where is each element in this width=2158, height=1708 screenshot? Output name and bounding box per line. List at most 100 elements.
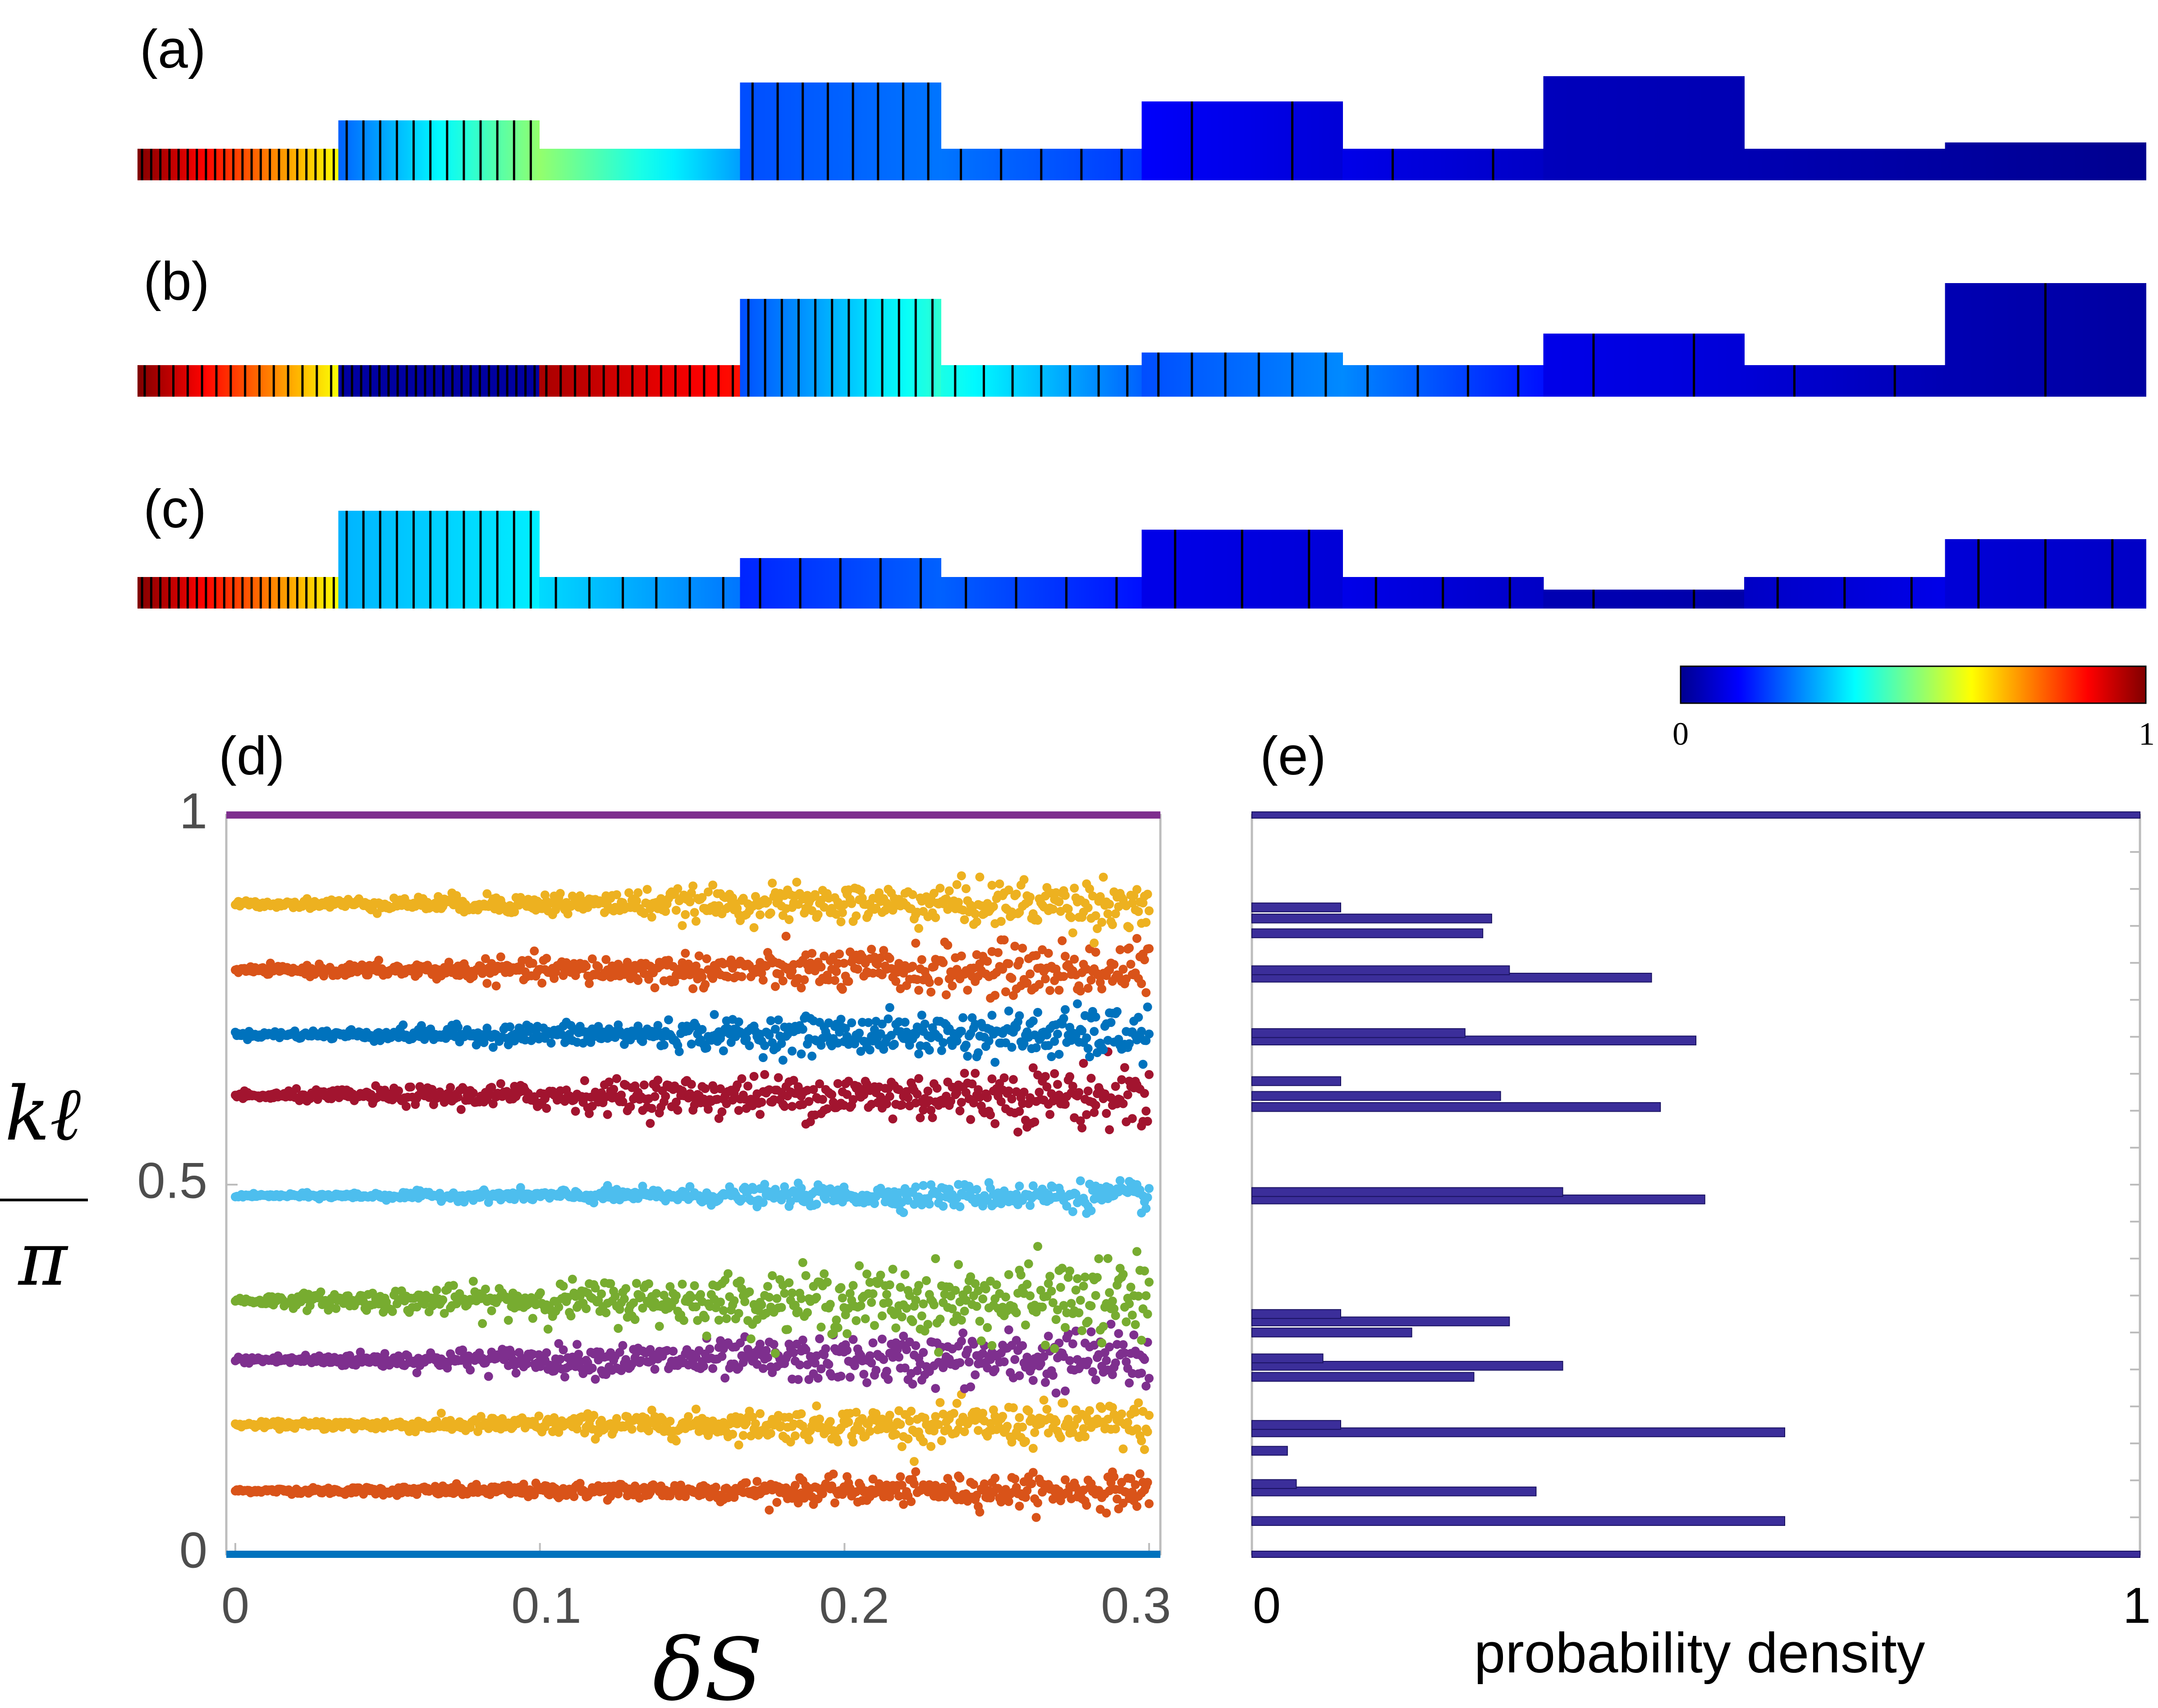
scatter-point <box>899 1208 908 1218</box>
scatter-point <box>1027 1479 1036 1488</box>
scatter-point <box>1102 1109 1111 1118</box>
scatter-point <box>921 1276 931 1285</box>
scatter-point <box>885 1003 894 1012</box>
scatter-point <box>575 1479 585 1488</box>
scatter-point <box>972 1302 981 1311</box>
scatter-point <box>619 1294 629 1304</box>
scatter-point <box>778 1055 788 1065</box>
scatter-point <box>992 1280 1001 1290</box>
scatter-point <box>1076 1176 1085 1186</box>
geometry-segment <box>137 365 339 397</box>
geometry-segment <box>1141 101 1343 180</box>
scatter-point <box>999 1073 1009 1082</box>
scatter-point <box>646 1119 655 1128</box>
scatter-point <box>646 1345 655 1354</box>
scatter-point <box>1038 1302 1047 1312</box>
scatter-point <box>1015 1011 1024 1021</box>
scatter-point <box>1132 1247 1141 1256</box>
scatter-point <box>1105 1288 1114 1297</box>
scatter-point <box>929 1300 939 1310</box>
scatter-point <box>758 1053 768 1062</box>
scatter-point <box>699 1361 708 1371</box>
scatter-point <box>885 1092 894 1101</box>
scatter-point <box>491 981 501 991</box>
scatter-point <box>1077 1326 1087 1335</box>
scatter-point <box>987 1341 997 1350</box>
scatter-point <box>758 1364 768 1373</box>
scatter-point <box>1021 1437 1030 1446</box>
scatter-point <box>1012 1308 1021 1318</box>
scatter-point <box>929 1426 939 1436</box>
scatter-point <box>736 1276 745 1286</box>
scatter-point <box>884 1375 893 1384</box>
scatter-point <box>800 975 809 985</box>
scatter-point <box>774 1015 783 1025</box>
scatter-point <box>885 1280 894 1290</box>
scatter-point <box>1048 1370 1058 1380</box>
scatter-point <box>745 1041 754 1050</box>
scatter-point <box>902 1345 911 1355</box>
scatter-point <box>740 1297 750 1306</box>
scatter-point <box>621 1355 631 1365</box>
scatter-point <box>1051 1315 1061 1324</box>
scatter-point <box>899 1500 908 1509</box>
scatter-point <box>798 1025 807 1034</box>
scatter-point <box>772 1497 782 1507</box>
scatter-point <box>612 1074 621 1083</box>
scatter-point <box>911 939 921 948</box>
scatter-point <box>884 1014 893 1024</box>
scatter-point <box>1024 1259 1033 1268</box>
geometry-segment <box>740 82 941 180</box>
scatter-point <box>957 951 966 961</box>
scatter-point <box>810 1358 820 1368</box>
scatter-point <box>932 1084 942 1093</box>
scatter-point <box>861 1314 870 1323</box>
chart-d: (d) 0 0.5 1 0 0.1 0.2 0.3 kℓ π δS <box>0 726 1171 1708</box>
scatter-point <box>1108 1296 1117 1306</box>
scatter-point <box>644 1279 654 1288</box>
scatter-point <box>639 1080 649 1090</box>
scatter-point <box>912 1090 922 1099</box>
scatter-point <box>801 1271 811 1280</box>
colorbar-gradient <box>1680 665 2147 704</box>
scatter-point <box>1094 1254 1104 1264</box>
scatter-point <box>626 1102 635 1112</box>
scatter-point <box>1125 1299 1134 1309</box>
scatter-point <box>1083 1356 1093 1366</box>
scatter-point <box>990 1474 1000 1483</box>
scatter-point <box>614 1489 623 1499</box>
scatter-point <box>957 1337 966 1346</box>
scatter-point <box>972 1490 981 1500</box>
scatter-point <box>449 1281 458 1290</box>
scatter-point <box>964 1357 974 1367</box>
scatter-point <box>1004 959 1013 968</box>
scatter-point <box>702 954 711 963</box>
scatter-point <box>496 952 505 962</box>
scatter-point <box>687 1080 696 1089</box>
scatter-point <box>701 980 710 989</box>
scatter-point <box>1040 1341 1050 1350</box>
scatter-point <box>543 1324 553 1334</box>
scatter-point <box>519 1479 528 1489</box>
scatter-point <box>749 1072 759 1081</box>
scatter-point <box>815 1334 825 1343</box>
scatter-point <box>1143 1117 1152 1126</box>
scatter-point <box>610 1291 620 1301</box>
scatter-point <box>1060 1475 1070 1484</box>
colorbar-max-label: 1 <box>2139 716 2155 752</box>
scatter-point <box>1015 1181 1024 1191</box>
scatter-point <box>756 1110 765 1119</box>
scatter-point <box>647 1104 656 1113</box>
scatter-point <box>1001 1292 1010 1302</box>
scatter-point <box>914 1049 924 1059</box>
scatter-point <box>923 1086 933 1096</box>
scatter-point <box>949 1409 958 1418</box>
scatter-point <box>681 948 690 958</box>
scatter-point <box>591 1283 600 1293</box>
geometry-segment <box>137 577 339 609</box>
scatter-point <box>877 1334 887 1344</box>
scatter-point <box>476 1412 486 1421</box>
scatter-point <box>1079 1282 1088 1291</box>
scatter-point <box>1132 1502 1141 1511</box>
scatter-point <box>729 1493 739 1502</box>
